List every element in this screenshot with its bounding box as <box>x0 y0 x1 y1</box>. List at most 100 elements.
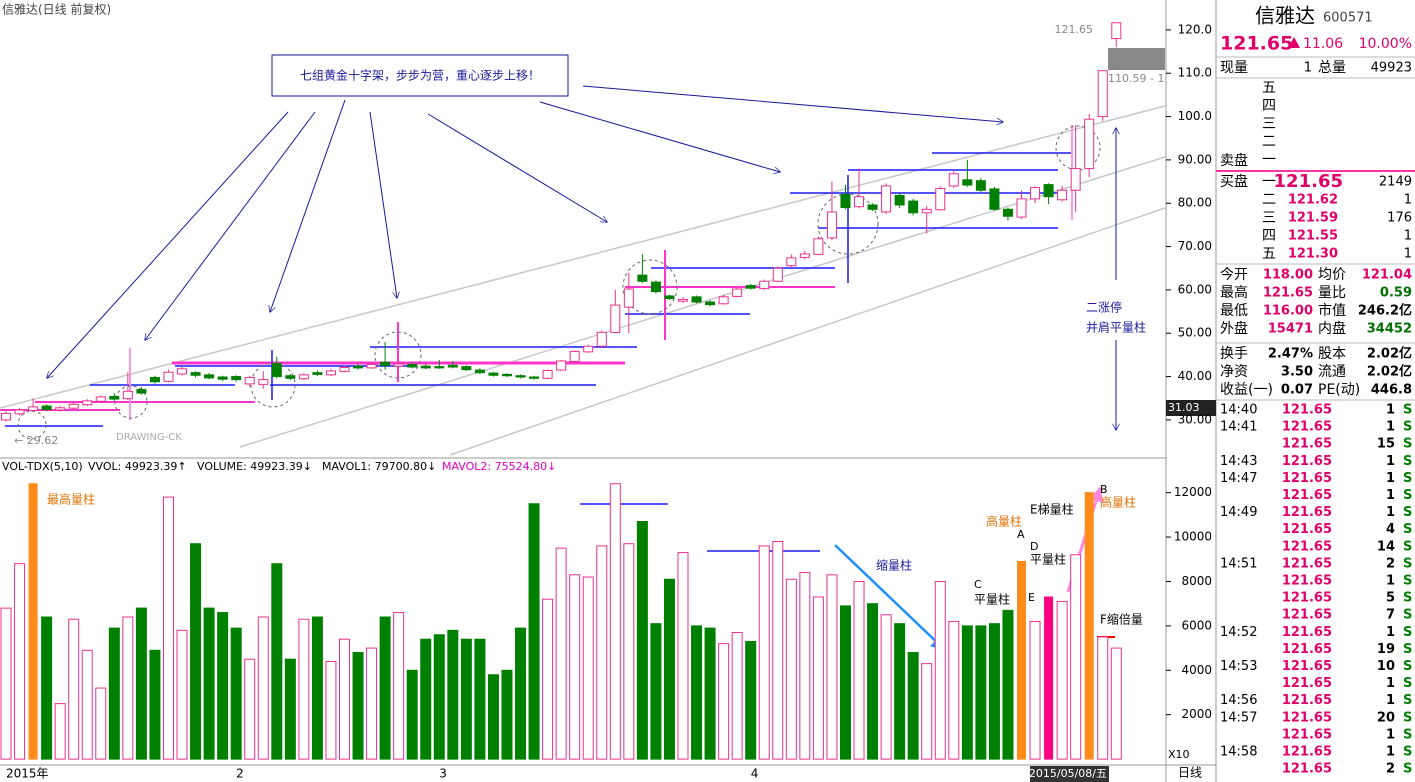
annotation: 缩量柱 <box>876 558 912 573</box>
volume-bar <box>934 580 946 760</box>
x-tick-label: 3 <box>439 767 447 781</box>
y-tick-label: 100.0 <box>1178 109 1212 123</box>
volume-bar <box>596 545 608 760</box>
trade-side: S <box>1403 642 1412 657</box>
candle-body <box>894 194 905 206</box>
volume-bar <box>569 574 581 760</box>
stat-label: 最低 <box>1220 303 1248 319</box>
stat-label: 股本 <box>1318 346 1346 362</box>
bid-price: 121.65 <box>1274 171 1343 192</box>
label: 卖盘 <box>1220 152 1248 169</box>
volume-bar <box>515 627 527 760</box>
trade-price: 121.65 <box>1282 642 1332 657</box>
volume-bar <box>785 578 797 760</box>
annotation: 并肩平量柱 <box>1086 320 1146 335</box>
annotation: 最高量柱 <box>47 492 95 507</box>
bid-price: 121.30 <box>1288 247 1338 262</box>
value: 1 <box>1304 61 1312 76</box>
candle-body <box>122 390 133 400</box>
stat-label: PE(动) <box>1318 382 1360 398</box>
volume-bar <box>108 627 120 760</box>
y-tick-label: 70.00 <box>1178 239 1212 253</box>
volume-bar <box>1110 647 1122 760</box>
annotation: A <box>1017 528 1025 541</box>
volume-bar <box>176 629 188 760</box>
trade-side: S <box>1403 539 1412 554</box>
trade-volume: 5 <box>1386 591 1395 606</box>
candle-body <box>353 365 364 369</box>
bid-level: 二 <box>1262 192 1276 208</box>
stat-value: 0.07 <box>1281 383 1313 398</box>
ask-level: 二 <box>1262 134 1276 150</box>
candle-body <box>204 374 215 379</box>
volume-bar <box>542 598 554 760</box>
trade-side: S <box>1403 710 1412 725</box>
candle-body <box>298 374 309 380</box>
trade-price: 121.65 <box>1282 505 1332 520</box>
note-box <box>271 54 569 97</box>
trade-side: S <box>1403 471 1412 486</box>
y-tick-label: 60.00 <box>1178 282 1212 296</box>
y-tick-label: 80.00 <box>1178 196 1212 210</box>
trade-price: 121.65 <box>1282 745 1332 760</box>
stat-value: 446.8 <box>1371 383 1412 398</box>
stat-value: 2.02亿 <box>1367 346 1412 362</box>
trade-time: 14:56 <box>1220 693 1257 708</box>
annotation: C <box>974 578 982 591</box>
candle-body <box>434 366 445 369</box>
candle-body <box>664 295 675 300</box>
arrow <box>539 101 780 172</box>
candle-body <box>1057 189 1068 201</box>
trade-time: 14:53 <box>1220 659 1257 674</box>
volume-bar <box>799 572 811 760</box>
stat-value: 15471 <box>1268 322 1313 337</box>
arrow <box>834 544 947 652</box>
candle-body <box>190 372 201 376</box>
bid-price: 121.55 <box>1288 229 1338 244</box>
candle-body <box>989 188 1000 210</box>
candle-body <box>95 396 106 402</box>
legend-entry: MAVOL1: 79700.80↓ <box>322 460 436 473</box>
candle-body <box>1043 184 1054 198</box>
bid-volume: 2149 <box>1379 175 1412 190</box>
volume-bar <box>1084 492 1094 760</box>
trade-time: 14:49 <box>1220 505 1257 520</box>
volume-bar <box>1017 560 1026 760</box>
volume-bar <box>1029 620 1041 760</box>
trade-side: S <box>1403 745 1412 760</box>
volume-bar <box>230 627 242 760</box>
trade-price: 121.65 <box>1282 403 1332 418</box>
trade-price: 121.65 <box>1282 437 1332 452</box>
volume-bar <box>190 543 202 760</box>
candle-body <box>623 288 634 308</box>
volume-bar <box>853 580 865 760</box>
volume-bar <box>718 643 730 760</box>
candle-body <box>813 238 824 255</box>
y-tick-label: 40.00 <box>1178 369 1212 383</box>
trade-volume: 10 <box>1377 659 1395 674</box>
arrow <box>427 113 607 222</box>
trade-volume: 1 <box>1386 676 1395 691</box>
change: 11.06 <box>1303 36 1343 52</box>
volume-bar <box>839 605 851 760</box>
y-tick-label: 30.00 <box>1178 412 1212 426</box>
candle-body <box>1016 198 1027 218</box>
volume-bar <box>745 640 757 760</box>
candle-body <box>488 372 499 376</box>
trade-time: 14:51 <box>1220 556 1257 571</box>
candle-body <box>1030 187 1041 200</box>
trade-time: 14:57 <box>1220 710 1257 725</box>
y-tick-label: 8000 <box>1181 574 1212 588</box>
volume-bar <box>907 652 919 760</box>
volume-bar <box>826 574 838 760</box>
candle-body <box>1 412 11 421</box>
trade-price: 121.65 <box>1282 625 1332 640</box>
candle-body <box>244 376 255 385</box>
channel-line <box>0 105 1166 409</box>
trade-price: 121.65 <box>1282 488 1332 503</box>
candle-body <box>393 363 404 367</box>
trade-time: 14:47 <box>1220 471 1257 486</box>
annotation: E梯量柱 <box>1030 502 1074 517</box>
candle-body <box>1070 168 1081 191</box>
